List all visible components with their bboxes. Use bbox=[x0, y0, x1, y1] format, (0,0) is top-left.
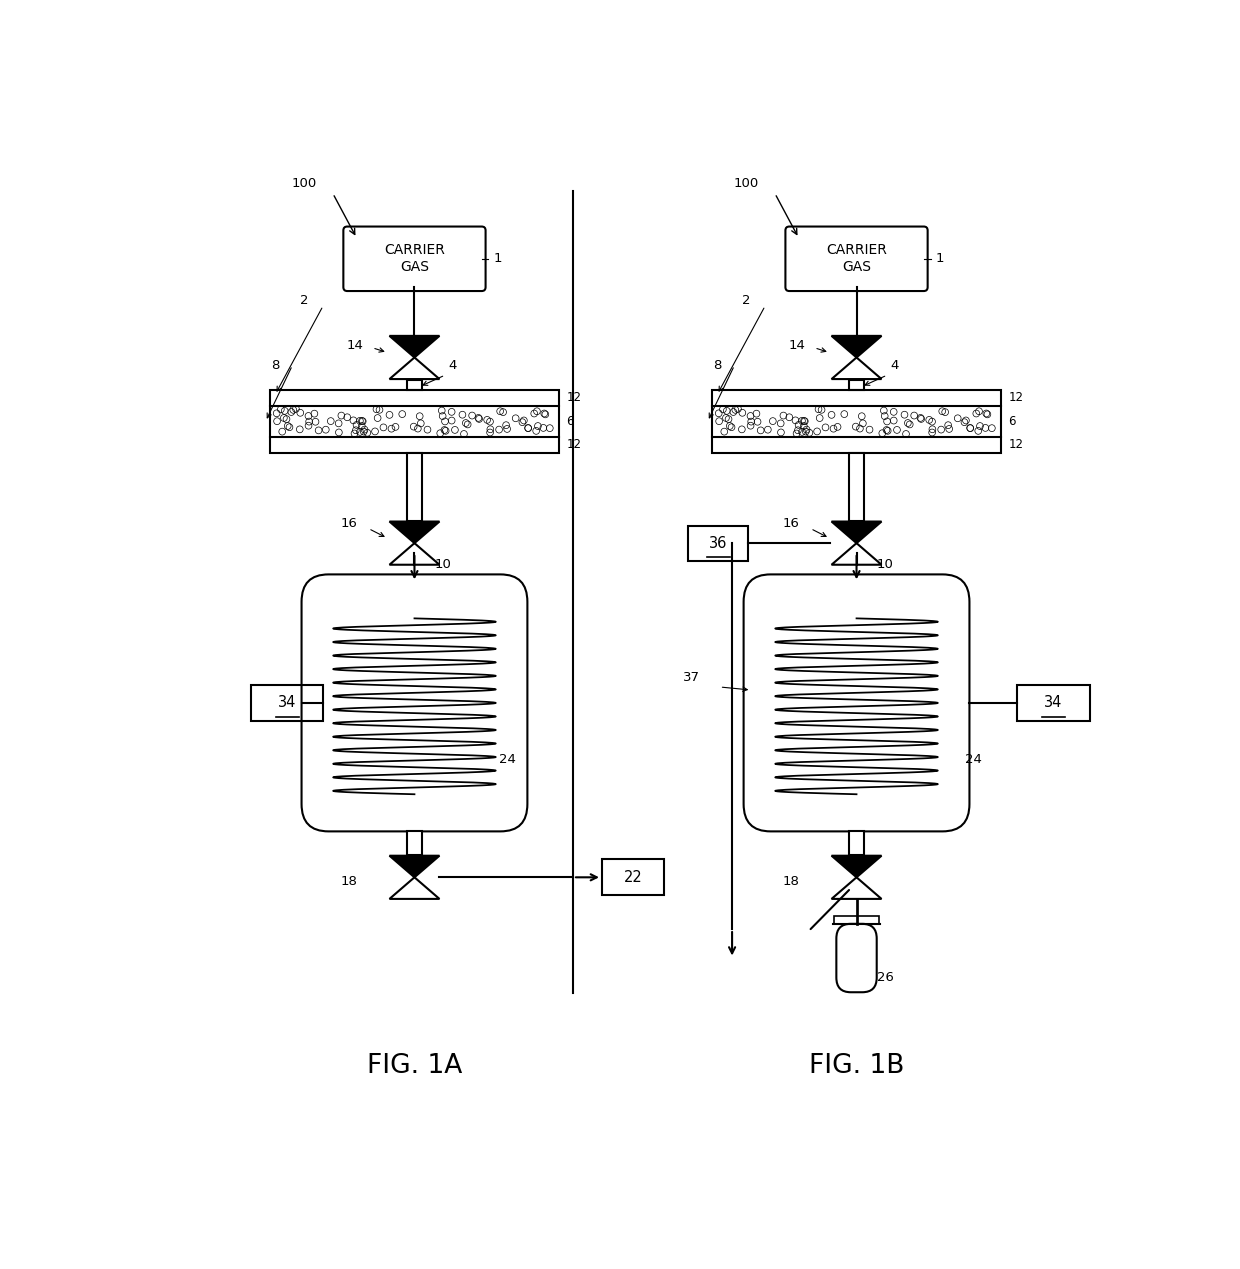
Bar bbox=[1018, 685, 1090, 721]
Polygon shape bbox=[389, 522, 439, 543]
Bar bbox=[270, 390, 559, 453]
Text: 8: 8 bbox=[270, 359, 279, 372]
Text: 24: 24 bbox=[498, 753, 516, 766]
Text: 4: 4 bbox=[449, 359, 458, 372]
Text: FIG. 1B: FIG. 1B bbox=[808, 1053, 904, 1079]
Text: 100: 100 bbox=[733, 178, 759, 190]
Text: 14: 14 bbox=[789, 339, 806, 353]
Bar bbox=[601, 859, 665, 896]
Text: 16: 16 bbox=[782, 516, 800, 530]
Text: 37: 37 bbox=[683, 671, 701, 684]
Text: 100: 100 bbox=[291, 178, 316, 190]
Bar bbox=[688, 525, 748, 561]
Polygon shape bbox=[832, 336, 882, 358]
Text: 1: 1 bbox=[935, 253, 944, 265]
Bar bbox=[407, 831, 422, 855]
Text: 16: 16 bbox=[341, 516, 357, 530]
Text: 34: 34 bbox=[1044, 695, 1063, 711]
Text: 1: 1 bbox=[494, 253, 502, 265]
Text: 12: 12 bbox=[567, 391, 582, 405]
Text: CARRIER
GAS: CARRIER GAS bbox=[384, 244, 445, 274]
Polygon shape bbox=[389, 336, 439, 358]
Text: 2: 2 bbox=[742, 294, 750, 307]
Bar bbox=[849, 453, 864, 522]
Text: 18: 18 bbox=[782, 874, 800, 888]
Text: 8: 8 bbox=[713, 359, 722, 372]
Bar bbox=[712, 390, 1001, 453]
Text: 18: 18 bbox=[341, 874, 357, 888]
Text: 14: 14 bbox=[346, 339, 363, 353]
Polygon shape bbox=[832, 855, 882, 877]
Text: 12: 12 bbox=[1008, 391, 1023, 405]
Polygon shape bbox=[389, 855, 439, 877]
Polygon shape bbox=[832, 522, 882, 543]
Bar bbox=[835, 916, 879, 924]
Text: 34: 34 bbox=[278, 695, 296, 711]
Text: 4: 4 bbox=[890, 359, 899, 372]
Text: 10: 10 bbox=[435, 558, 451, 571]
Text: FIG. 1A: FIG. 1A bbox=[367, 1053, 463, 1079]
Text: 12: 12 bbox=[567, 439, 582, 452]
Bar bbox=[250, 685, 324, 721]
Bar bbox=[849, 831, 864, 855]
Text: 22: 22 bbox=[624, 869, 642, 884]
Text: 6: 6 bbox=[1008, 415, 1016, 428]
Bar bbox=[407, 379, 422, 390]
Text: 12: 12 bbox=[1008, 439, 1023, 452]
Bar bbox=[407, 453, 422, 522]
Text: 36: 36 bbox=[709, 536, 728, 551]
Text: CARRIER
GAS: CARRIER GAS bbox=[826, 244, 887, 274]
Text: 24: 24 bbox=[965, 753, 982, 766]
Text: 26: 26 bbox=[877, 971, 894, 983]
Text: 6: 6 bbox=[567, 415, 574, 428]
Text: 10: 10 bbox=[877, 558, 894, 571]
Text: 2: 2 bbox=[300, 294, 309, 307]
Bar bbox=[849, 379, 864, 390]
